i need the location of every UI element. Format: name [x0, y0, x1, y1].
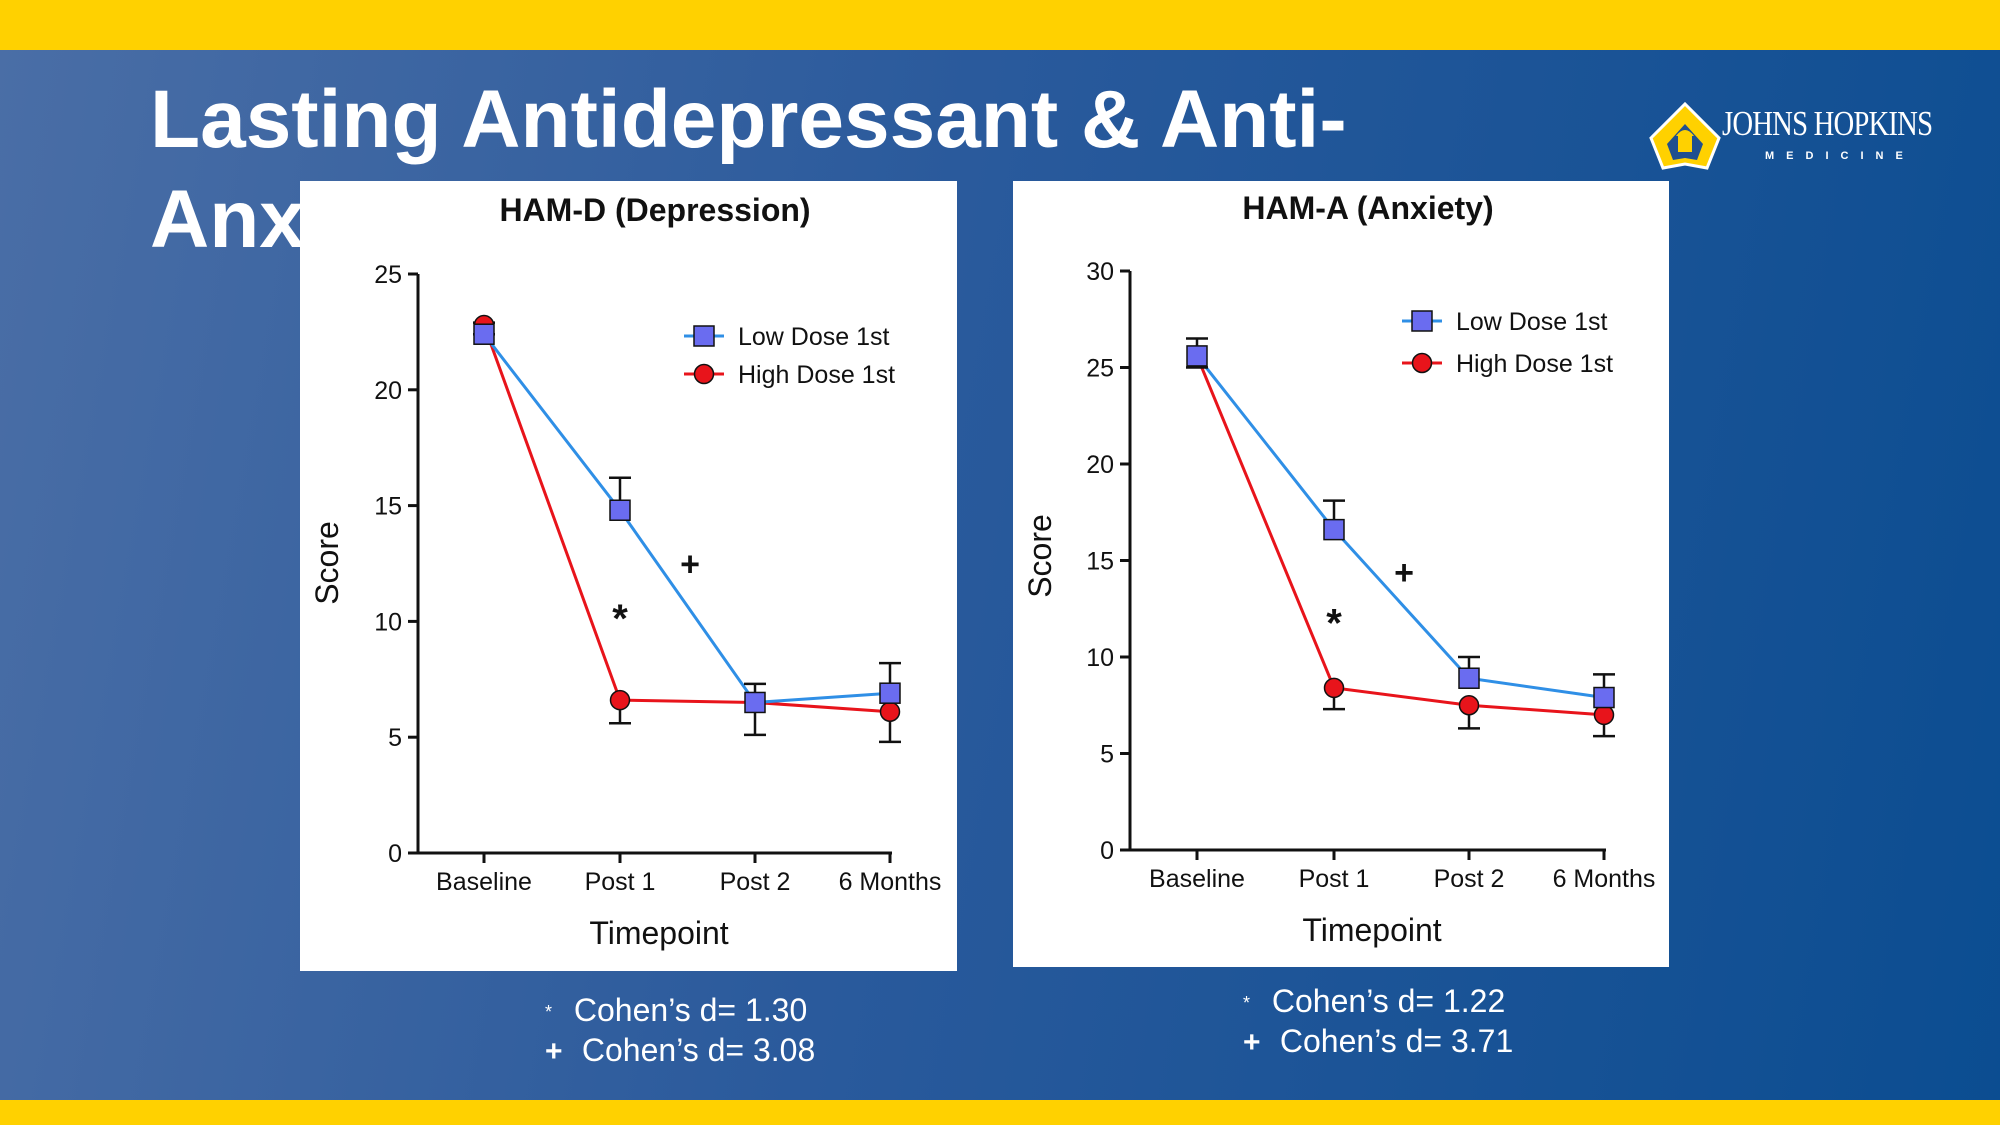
legend-label: Low Dose 1st — [1456, 308, 1608, 336]
legend-label: Low Dose 1st — [738, 323, 890, 351]
effect-size-note: * Cohen’s d= 1.30 — [545, 992, 815, 1032]
data-point-high-dose — [879, 701, 901, 722]
y-tick-label: 30 — [1086, 258, 1114, 286]
y-tick-label: 25 — [1086, 355, 1114, 383]
data-point-low-dose — [473, 323, 495, 345]
x-axis-label: Timepoint — [1302, 912, 1441, 948]
y-tick-label: 5 — [388, 724, 402, 752]
legend-marker-circle — [693, 363, 715, 385]
johns-hopkins-logo: JOHNS HOPKINS MEDICINE — [1645, 98, 1965, 176]
logo-sub: MEDICINE — [1765, 150, 1915, 162]
chart-panel-hama: HAM-A (Anxiety) 0 5 10 15 20 25 30 Baseline Post … — [1013, 181, 1669, 967]
logo-name: JOHNS HOPKINS — [1722, 104, 1933, 143]
y-tick-label: 20 — [1086, 451, 1114, 479]
series-line-high-dose — [482, 324, 891, 714]
asterisk-symbol: * — [545, 1002, 553, 1023]
y-axis-label: Score — [309, 521, 345, 605]
legend-marker-square — [693, 325, 715, 347]
effect-size-text: Cohen’s d= 1.30 — [573, 992, 808, 1028]
significance-asterisk: * — [1326, 602, 1342, 646]
data-point-high-dose — [609, 689, 631, 711]
effect-size-text: Cohen’s d= 3.71 — [1279, 1023, 1514, 1059]
data-point-high-dose — [1458, 695, 1480, 716]
data-point-high-dose — [1323, 677, 1345, 699]
chart-panel-hamd: HAM-D (Depression) 0 5 10 15 20 25 Baseline Post… — [300, 181, 957, 971]
y-tick-label: 10 — [374, 608, 402, 636]
plus-symbol: + — [1243, 1026, 1261, 1059]
y-tick-label: 15 — [1086, 548, 1114, 576]
x-tick-label: Post 2 — [720, 868, 791, 896]
chart-hama: HAM-A (Anxiety) 0 5 10 15 20 25 30 Baseline Post … — [1022, 190, 1656, 948]
x-axis-label: Timepoint — [589, 915, 728, 951]
top-accent-bar — [0, 0, 2000, 50]
bottom-accent-bar — [0, 1100, 2000, 1125]
x-tick-label: Post 1 — [585, 868, 656, 896]
x-tick-label: Post 1 — [1299, 865, 1370, 893]
asterisk-symbol: * — [1243, 993, 1251, 1014]
y-tick-label: 20 — [374, 377, 402, 405]
effect-size-note: + Cohen’s d= 3.08 — [545, 1032, 815, 1072]
effect-size-note: * Cohen’s d= 1.22 — [1243, 983, 1513, 1023]
effect-size-notes-hama: * Cohen’s d= 1.22 + Cohen’s d= 3.71 — [1243, 983, 1513, 1063]
y-axis-label: Score — [1022, 514, 1058, 598]
series-line-low-dose — [482, 333, 891, 705]
x-tick-label: Post 2 — [1434, 865, 1505, 893]
data-point-low-dose — [609, 499, 631, 521]
x-tick-label: 6 Months — [839, 868, 942, 896]
significance-plus: + — [1394, 554, 1414, 592]
legend-marker-square — [1411, 310, 1433, 332]
data-point-low-dose — [1323, 518, 1345, 541]
data-point-low-dose — [1593, 686, 1615, 709]
data-point-low-dose — [879, 682, 901, 704]
legend-label: High Dose 1st — [738, 361, 895, 389]
chart-title: HAM-D (Depression) — [499, 192, 810, 228]
x-tick-label: 6 Months — [1553, 865, 1656, 893]
y-tick-label: 10 — [1086, 644, 1114, 672]
legend-marker-circle — [1411, 352, 1433, 374]
y-tick-label: 15 — [374, 493, 402, 521]
shield-logo-icon — [1649, 101, 1721, 170]
effect-size-text: Cohen’s d= 1.22 — [1271, 983, 1506, 1019]
x-tick-label: Baseline — [1149, 865, 1245, 893]
chart-hamd: HAM-D (Depression) 0 5 10 15 20 25 Baseline Post… — [309, 192, 942, 951]
y-tick-label: 0 — [1100, 837, 1114, 865]
legend-label: High Dose 1st — [1456, 350, 1613, 378]
chart-title: HAM-A (Anxiety) — [1242, 190, 1493, 226]
plus-symbol: + — [545, 1035, 563, 1068]
series-line-high-dose — [1195, 355, 1605, 717]
x-tick-label: Baseline — [436, 868, 532, 896]
y-tick-label: 5 — [1100, 741, 1114, 769]
y-tick-label: 0 — [388, 840, 402, 868]
data-point-low-dose — [1186, 345, 1208, 367]
y-tick-label: 25 — [374, 261, 402, 289]
effect-size-notes-hamd: * Cohen’s d= 1.30 + Cohen’s d= 3.08 — [545, 992, 815, 1072]
data-point-low-dose — [744, 691, 766, 714]
data-point-low-dose — [1458, 667, 1480, 689]
significance-plus: + — [680, 546, 700, 584]
effect-size-note: + Cohen’s d= 3.71 — [1243, 1023, 1513, 1063]
series-line-low-dose — [1195, 354, 1605, 700]
effect-size-text: Cohen’s d= 3.08 — [581, 1032, 816, 1068]
significance-asterisk: * — [612, 597, 628, 641]
